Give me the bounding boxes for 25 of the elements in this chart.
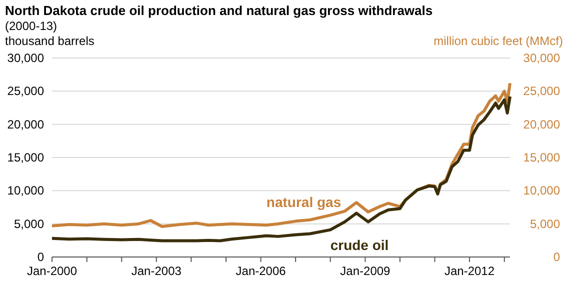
y2-axis-title: million cubic feet (MMcf) [434, 34, 563, 48]
y2-tick-label: 20,000 [523, 117, 560, 132]
y2-tick-label: 10,000 [523, 184, 560, 198]
y-tick-label: 30,000 [7, 51, 44, 65]
chart-title: North Dakota crude oil production and natural gas gross withdrawals [5, 3, 433, 18]
y2-tick-label: 15,000 [523, 150, 560, 164]
x-tick-label: Jan-2000 [26, 264, 78, 278]
y-tick-label: 25,000 [7, 84, 44, 98]
y2-tick-label: 30,000 [523, 51, 560, 65]
x-tick-label: Jan-2006 [236, 264, 286, 278]
y-tick-label: 0 [37, 250, 44, 264]
y-tick-label: 15,000 [7, 150, 44, 164]
y-axis-title: thousand barrels [5, 34, 94, 48]
x-tick-label: Jan-2003 [131, 264, 182, 278]
y2-tick-label: 5,000 [530, 216, 560, 231]
y-tick-label: 20,000 [7, 117, 44, 132]
y2-tick-label: 25,000 [523, 84, 560, 98]
y-tick-label: 10,000 [7, 184, 44, 198]
x-tick-label: Jan-2012 [444, 264, 495, 278]
series-label: crude oil [330, 236, 389, 253]
y-tick-label: 5,000 [14, 216, 44, 231]
x-tick-label: Jan-2009 [340, 264, 391, 278]
chart-subtitle: (2000-13) [5, 19, 58, 33]
y2-tick-label: 0 [553, 250, 560, 264]
series-label: natural gas [266, 194, 342, 210]
